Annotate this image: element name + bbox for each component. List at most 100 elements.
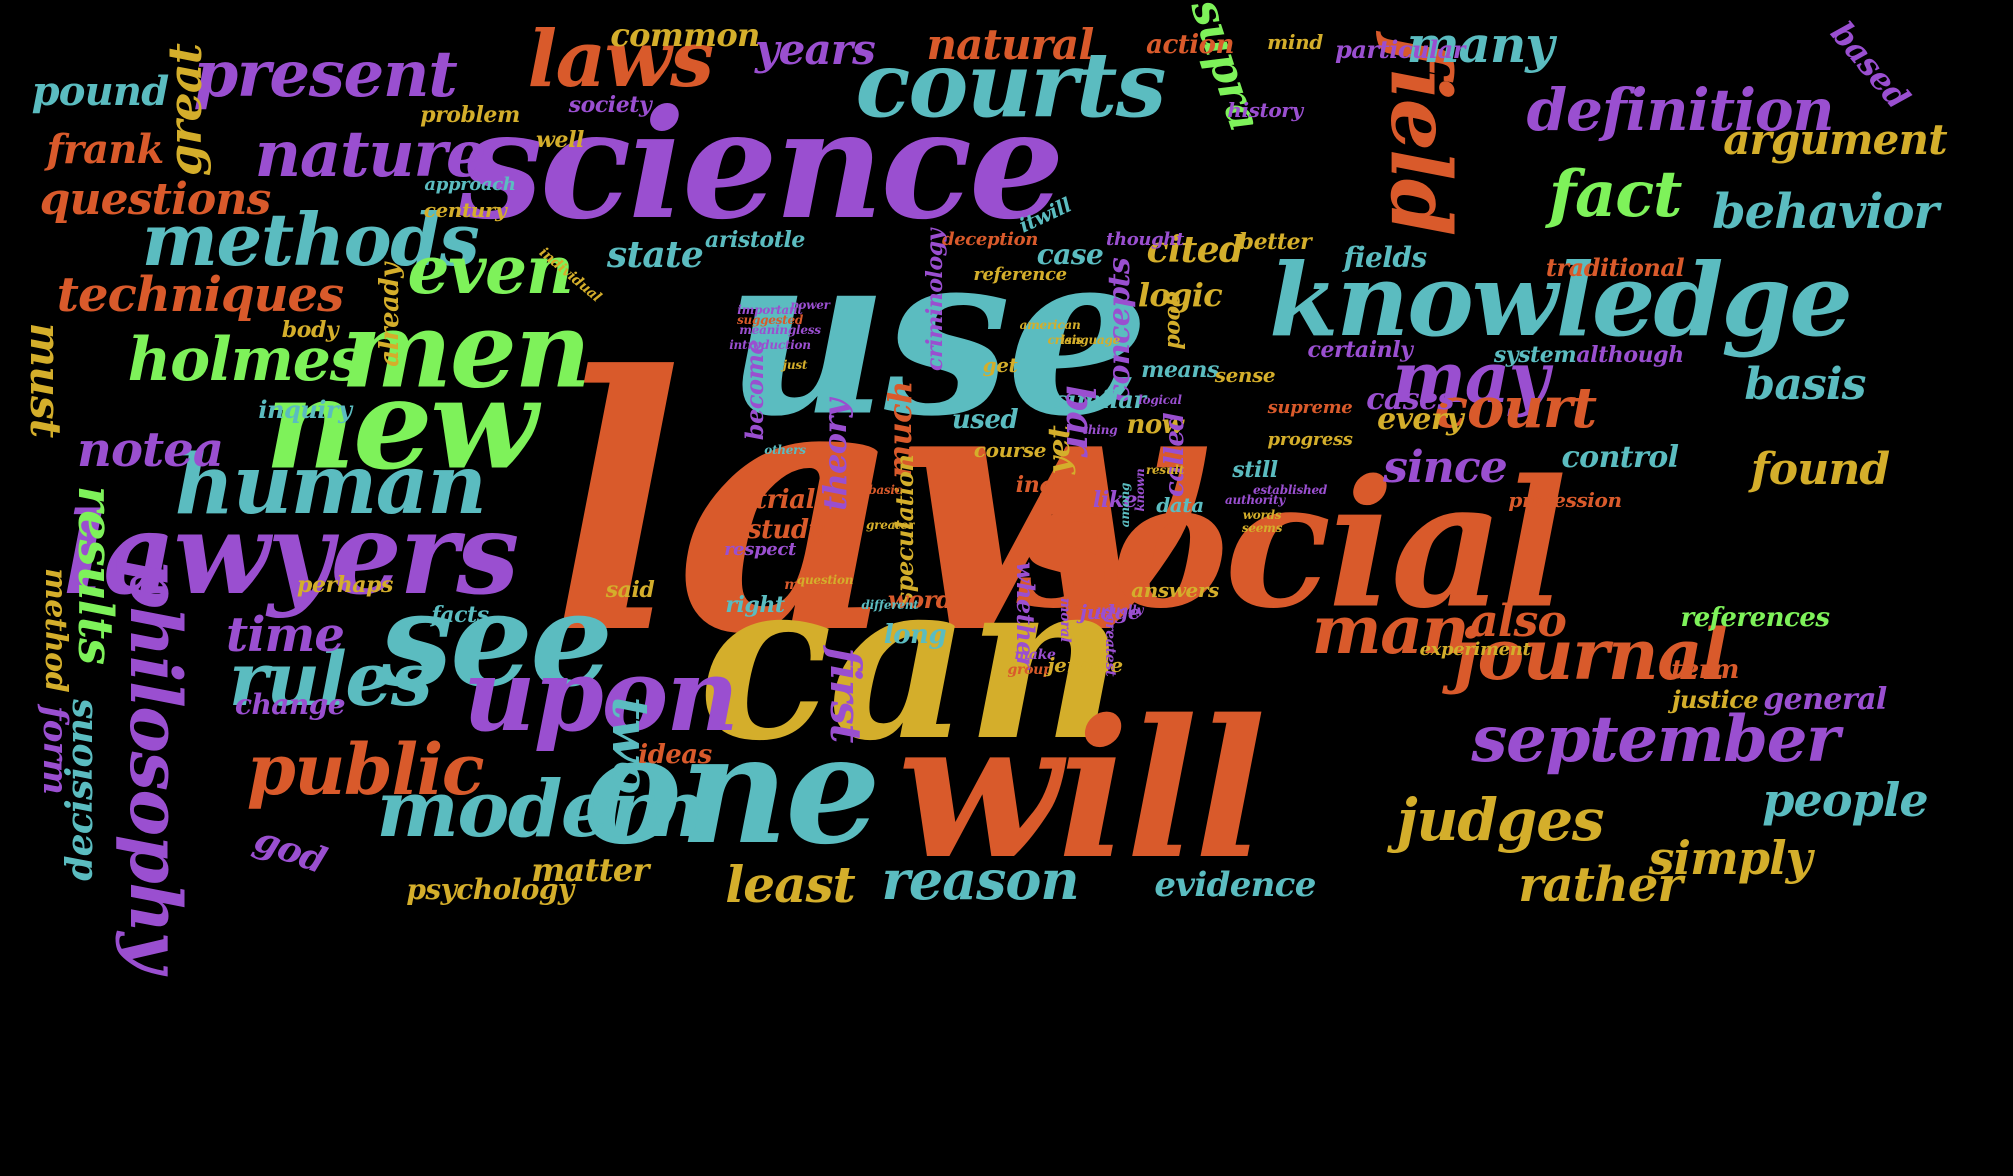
cloud-word: made: [784, 577, 826, 593]
cloud-word: results: [67, 485, 123, 665]
cloud-word: psychology: [406, 873, 574, 906]
cloud-word: september: [1471, 702, 1839, 777]
cloud-word: reference: [973, 264, 1067, 285]
cloud-word: since: [1383, 442, 1508, 493]
cloud-word: well: [536, 127, 584, 153]
cloud-word: get: [982, 353, 1018, 377]
cloud-word: already: [375, 263, 405, 367]
cloud-word: ideas: [638, 740, 712, 770]
cloud-word: references: [1680, 603, 1830, 633]
cloud-word: pound: [31, 68, 170, 115]
cloud-word: logical: [1138, 393, 1182, 407]
cloud-word: will: [897, 678, 1267, 901]
cloud-word: methods: [141, 197, 480, 282]
cloud-word: fact: [1548, 157, 1683, 232]
cloud-word: progress: [1267, 429, 1353, 450]
cloud-word: mind: [1267, 30, 1323, 54]
cloud-word: means: [1141, 357, 1219, 383]
cloud-word: basic: [868, 483, 902, 497]
cloud-word: upon: [462, 636, 739, 754]
cloud-word: court: [1434, 375, 1597, 441]
cloud-word: data: [1156, 493, 1204, 517]
cloud-word: others: [764, 443, 806, 457]
cloud-word: found: [1750, 444, 1891, 495]
cloud-word: cases: [1366, 382, 1454, 417]
cloud-word: approach: [424, 174, 516, 195]
cloud-word: said: [605, 577, 655, 603]
cloud-word: change: [235, 688, 346, 721]
cloud-word: group: [1007, 662, 1053, 678]
cloud-word: introduction: [729, 338, 811, 352]
cloud-word: present: [193, 37, 457, 112]
cloud-word: god: [248, 817, 332, 883]
cloud-word: years: [755, 25, 876, 74]
cloud-word: better: [1238, 229, 1312, 255]
cloud-word: become: [740, 339, 769, 441]
cloud-word: techniques: [56, 267, 344, 323]
cloud-word: american: [1019, 318, 1081, 332]
cloud-word: ing: [1015, 472, 1055, 498]
cloud-word: answers: [1131, 578, 1219, 602]
cloud-word: also: [1470, 596, 1567, 647]
cloud-word: although: [1576, 342, 1684, 368]
cloud-word: courts: [855, 32, 1166, 138]
cloud-word: reason: [881, 848, 1080, 912]
cloud-word: cited: [1146, 229, 1244, 271]
cloud-word: body: [281, 317, 339, 343]
cloud-word: problem: [420, 102, 520, 128]
cloud-word: natural: [926, 20, 1094, 69]
cloud-word: century: [423, 198, 507, 222]
cloud-word: can: [698, 530, 1126, 789]
cloud-word: great: [158, 43, 212, 177]
cloud-word: one: [582, 702, 881, 878]
cloud-word: result: [1145, 463, 1185, 477]
cloud-word: basis: [1744, 359, 1866, 410]
cloud-word: authority: [1224, 493, 1286, 507]
cloud-word: philosophy: [114, 558, 197, 972]
cloud-word: method: [38, 568, 73, 692]
cloud-word: jerome: [1047, 653, 1123, 677]
cloud-word: particular: [1335, 35, 1465, 64]
cloud-word: course: [973, 438, 1047, 462]
cloud-word: control: [1561, 440, 1680, 475]
cloud-word: trial: [755, 485, 815, 515]
cloud-word: deception: [941, 229, 1039, 250]
cloud-word: greatest: [1102, 613, 1118, 677]
cloud-word: public: [246, 728, 485, 811]
cloud-word: new: [264, 351, 538, 498]
cloud-word: established: [1252, 483, 1328, 497]
cloud-word: time: [226, 607, 345, 663]
cloud-word: used: [951, 405, 1019, 435]
cloud-word: suggested: [736, 313, 804, 327]
cloud-word: power: [790, 298, 830, 312]
cloud-word: action: [1146, 30, 1234, 60]
cloud-word: fields: [1343, 241, 1427, 274]
cloud-word: men: [341, 287, 591, 412]
cloud-word: many: [1406, 15, 1555, 74]
cloud-word: right: [725, 592, 785, 618]
cloud-word: argument: [1723, 115, 1947, 164]
cloud-word: good: [1162, 290, 1188, 350]
cloud-word: facts: [431, 602, 489, 628]
cloud-word: long: [883, 620, 947, 650]
cloud-word: study: [746, 515, 824, 545]
cloud-word: respect: [724, 539, 796, 560]
cloud-word: knowledge: [1269, 241, 1853, 359]
cloud-word: still: [1232, 457, 1278, 483]
cloud-word: state: [606, 234, 704, 276]
cloud-word: rather: [1518, 857, 1682, 913]
cloud-word: may: [1392, 336, 1549, 419]
cloud-word: language: [1059, 333, 1121, 347]
cloud-word: simply: [1648, 831, 1813, 885]
cloud-word: first: [821, 647, 870, 743]
cloud-word: man: [1311, 591, 1470, 669]
cloud-word: concepts: [1102, 257, 1137, 403]
cloud-word: moral: [1057, 597, 1073, 643]
cloud-word: case: [1036, 238, 1104, 271]
cloud-word: like: [1092, 487, 1138, 513]
cloud-word: people: [1762, 773, 1928, 827]
cloud-word: logic: [1137, 276, 1223, 314]
cloud-word: just: [782, 358, 808, 372]
cloud-word: among: [1118, 482, 1132, 528]
